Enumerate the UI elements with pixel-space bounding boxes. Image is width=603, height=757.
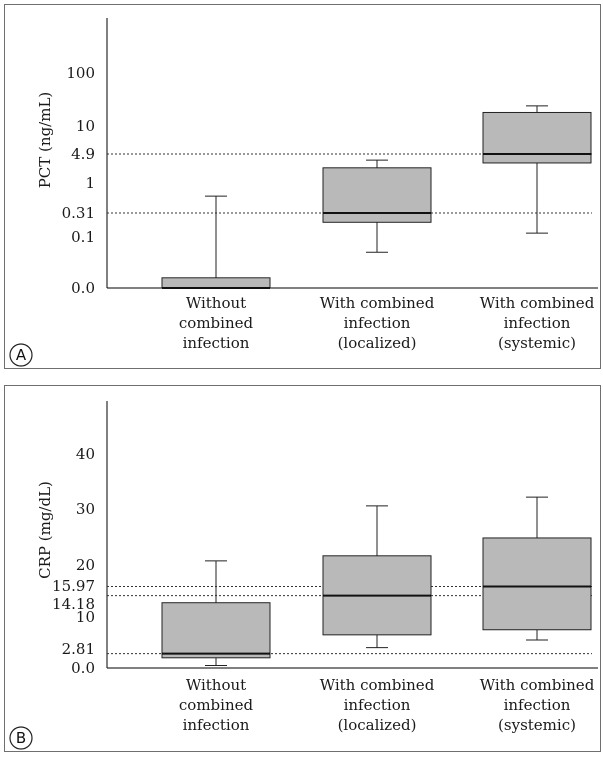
category-label: Without: [186, 294, 246, 312]
category-label: infection: [344, 314, 411, 332]
y-tick-label: 20: [76, 556, 95, 574]
iqr-box: [161, 277, 271, 289]
panel-b-category-labels: Without combined infection With combined inf…: [179, 676, 595, 734]
panel-a-y-label: PCT (ng/mL): [36, 92, 54, 189]
y-tick-label: 2.81: [62, 640, 95, 658]
panel-a-badge: A: [9, 343, 33, 367]
y-tick-label: 0.31: [62, 204, 95, 222]
iqr-box: [482, 111, 592, 164]
category-label: infection: [344, 696, 411, 714]
y-tick-label: 100: [66, 64, 95, 82]
box-3: [482, 496, 592, 641]
iqr-box: [322, 167, 432, 223]
panel-a: PCT (ng/mL) 0.0 0.1 0.31 1 4.9 10 100 Without c…: [9, 18, 598, 367]
y-tick-label: 30: [76, 500, 95, 518]
box-2: [322, 505, 432, 649]
category-label: With combined: [320, 294, 435, 312]
y-tick-label: 0.1: [71, 228, 95, 246]
y-tick-label: 0.0: [71, 279, 95, 297]
y-tick-label: 14.18: [52, 595, 95, 613]
panel-a-frame: [4, 4, 601, 369]
category-label: With combined: [480, 676, 595, 694]
category-label: Without: [186, 676, 246, 694]
y-tick-label: 15.97: [52, 577, 95, 595]
svg-text:B: B: [16, 729, 26, 747]
category-label: (systemic): [498, 334, 576, 352]
category-label: infection: [504, 314, 571, 332]
y-tick-label: 1: [85, 174, 95, 192]
box-1: [161, 195, 271, 289]
panel-b-y-label: CRP (mg/dL): [36, 481, 54, 579]
panel-a-category-labels: Without combined infection With combined inf…: [179, 294, 595, 352]
panel-b-frame: [4, 385, 601, 752]
panel-b-badge: B: [9, 726, 33, 750]
y-tick-label: 10: [76, 117, 95, 135]
panel-b-boxes: [161, 496, 592, 666]
svg-text:A: A: [16, 346, 27, 364]
iqr-box: [161, 602, 271, 659]
iqr-box: [482, 537, 592, 631]
y-tick-label: 4.9: [71, 145, 95, 163]
y-tick-label: 10: [76, 608, 95, 626]
category-label: infection: [183, 334, 250, 352]
box-1: [161, 560, 271, 666]
category-label: infection: [183, 716, 250, 734]
y-tick-label: 0.0: [71, 659, 95, 677]
category-label: infection: [504, 696, 571, 714]
category-label: (localized): [338, 716, 417, 734]
panel-a-y-ticks: 0.0 0.1 0.31 1 4.9 10 100: [62, 64, 95, 297]
category-label: combined: [179, 696, 254, 714]
box-2: [322, 159, 432, 253]
y-tick-label: 40: [76, 445, 95, 463]
category-label: (localized): [338, 334, 417, 352]
category-label: With combined: [320, 676, 435, 694]
category-label: (systemic): [498, 716, 576, 734]
panel-a-boxes: [161, 105, 592, 289]
box-3: [482, 105, 592, 234]
category-label: combined: [179, 314, 254, 332]
category-label: With combined: [480, 294, 595, 312]
